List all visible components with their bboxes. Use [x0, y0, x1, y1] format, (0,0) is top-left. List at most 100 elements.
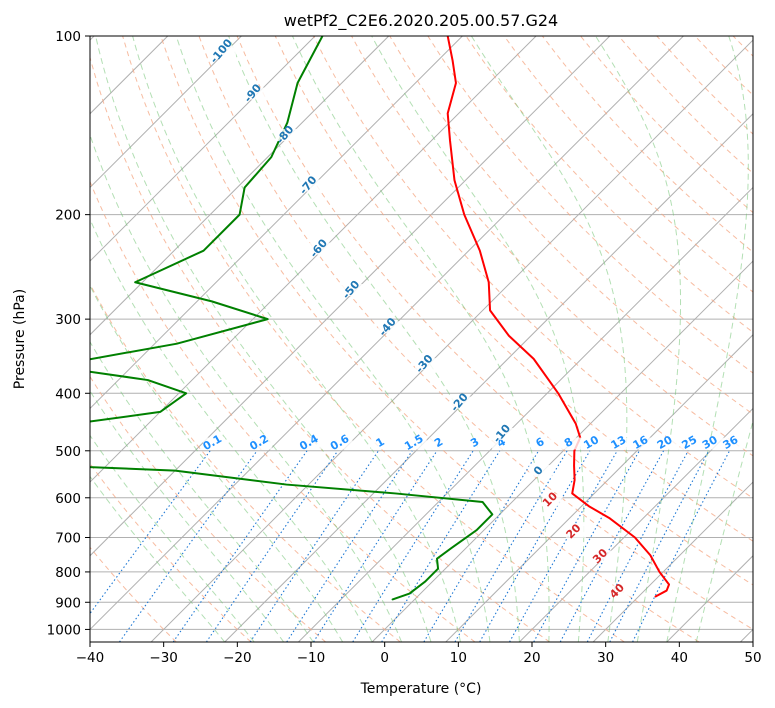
isotherm-line — [445, 334, 753, 642]
dry-adiabat-label-bg — [298, 179, 323, 192]
mixing-ratio-label-bg — [655, 437, 678, 450]
dry-adiabat-line — [427, 36, 753, 374]
mixing-ratio-line — [632, 450, 731, 642]
y-tick-label: 700 — [55, 531, 81, 547]
mixing-ratio-label-bg — [609, 437, 632, 450]
sounding-profiles — [90, 36, 671, 601]
mixing-ratio-label-bg — [249, 437, 272, 450]
moist-adiabat-line — [470, 36, 628, 642]
moist-adiabat-line — [90, 434, 255, 642]
isotherm-line — [90, 36, 316, 262]
mixing-ratio-line — [423, 450, 540, 642]
dewpoint-profile-line — [90, 36, 494, 601]
y-tick-label: 400 — [55, 386, 81, 402]
dry-adiabat-label-bg — [341, 283, 366, 296]
x-tick-label: −10 — [297, 650, 326, 666]
temperature-profile-line — [446, 36, 671, 598]
dry-adiabat-label-bg — [309, 242, 334, 255]
mixing-ratio-line — [352, 450, 474, 642]
x-tick-label: 40 — [671, 650, 688, 666]
dry-adiabat-label-bg — [378, 321, 403, 334]
dry-adiabat-line — [90, 462, 252, 642]
dry-adiabat-line — [160, 36, 700, 642]
mixing-ratio-line — [586, 450, 689, 642]
isotherm-line — [150, 39, 753, 642]
mixing-ratio-line — [286, 450, 413, 642]
plot-frame — [89, 35, 754, 643]
y-tick-label: 300 — [55, 312, 81, 328]
dry-adiabat-label-bg — [450, 396, 475, 409]
x-axis-label: Temperature (°C) — [360, 681, 482, 697]
dry-adiabat-label-bg — [414, 358, 439, 371]
x-axis-ticks: −40 −30 −20 −10 0 10 20 30 40 50 — [76, 642, 762, 666]
mixing-ratio-label-bg — [465, 437, 488, 450]
mixing-ratio-line — [313, 450, 438, 642]
isotherm-line — [90, 36, 537, 483]
mixing-ratio-line — [533, 450, 640, 642]
mixing-ratio-label-bg — [492, 437, 515, 450]
moist-adiabat-line — [90, 218, 373, 642]
moist-adiabat-line — [90, 284, 344, 642]
moist-adiabat-line — [695, 419, 753, 642]
mixing-ratio-label-bg — [530, 437, 553, 450]
x-tick-label: −20 — [223, 650, 252, 666]
chart-title: wetPf2_C2E6.2020.205.00.57.G24 — [284, 11, 558, 31]
mixing-ratio-line — [249, 450, 379, 642]
isotherm-line — [519, 407, 753, 642]
mixing-ratio-line — [509, 450, 618, 642]
mixing-ratio-label-bg — [680, 437, 703, 450]
moist-adiabat-line — [292, 36, 550, 642]
dry-adiabat-line — [389, 36, 753, 415]
x-tick-label: 50 — [744, 650, 761, 666]
y-axis-ticks: 100 200 300 400 500 600 700 800 900 1000 — [47, 29, 90, 638]
y-tick-label: 100 — [55, 29, 81, 45]
dry-adiabat-line — [122, 36, 625, 642]
moist-adiabat-line — [595, 36, 682, 642]
y-axis-label: Pressure (hPa) — [12, 289, 28, 389]
y-tick-label: 800 — [55, 565, 81, 581]
mixing-ratio-label-bg — [631, 437, 654, 450]
mixing-ratio-line — [172, 450, 308, 642]
dry-adiabats — [90, 36, 753, 642]
x-tick-label: 10 — [450, 650, 467, 666]
mixing-ratio-label-bg — [203, 437, 226, 450]
mixing-ratio-line — [119, 450, 258, 642]
y-tick-label: 600 — [55, 491, 81, 507]
moist-adiabat-line — [90, 340, 314, 642]
mixing-ratio-label-bg — [404, 437, 427, 450]
mixing-ratio-label-bg — [429, 437, 452, 450]
isotherm-line — [90, 36, 242, 189]
dry-adiabat-label-bg — [275, 129, 300, 142]
dry-adiabat-label-bg — [243, 87, 268, 100]
x-tick-label: −30 — [149, 650, 178, 666]
mixing-ratio-label-bg — [700, 437, 723, 450]
mixing-ratio-line — [90, 450, 211, 615]
dry-adiabat-label-bg — [492, 427, 517, 440]
mixing-ratio-label-bg — [721, 437, 744, 450]
dry-adiabat-line — [90, 375, 326, 642]
dry-adiabat-line — [90, 283, 401, 642]
x-tick-label: 0 — [380, 650, 389, 666]
mixing-ratio-label-bg — [330, 437, 353, 450]
moist-adiabat-line — [228, 36, 520, 642]
isotherm-line — [592, 481, 753, 642]
moist-adiabat-label-bg — [592, 550, 613, 563]
y-tick-label: 900 — [55, 595, 81, 611]
dry-adiabat-line — [274, 36, 753, 542]
isotherm-line — [90, 36, 684, 631]
isotherm-line — [90, 36, 463, 410]
moist-adiabat-line — [90, 475, 226, 642]
x-tick-label: 30 — [597, 650, 614, 666]
dry-adiabat-label-bg — [211, 45, 236, 58]
moist-adiabat-line — [666, 36, 749, 642]
mixing-ratio-line — [559, 450, 665, 642]
mixing-ratio-label-bg — [371, 437, 394, 450]
moist-adiabat-line — [132, 36, 461, 642]
dry-adiabat-line — [236, 36, 753, 586]
mixing-ratio-label-bg — [581, 437, 604, 450]
moist-adiabat-line — [95, 36, 432, 642]
dry-adiabat-label-bg — [529, 464, 554, 477]
dry-adiabat-line — [198, 36, 753, 631]
mixing-ratio-label-bg — [299, 437, 322, 450]
